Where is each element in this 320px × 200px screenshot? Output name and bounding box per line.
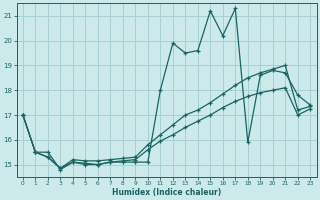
X-axis label: Humidex (Indice chaleur): Humidex (Indice chaleur) (112, 188, 221, 197)
